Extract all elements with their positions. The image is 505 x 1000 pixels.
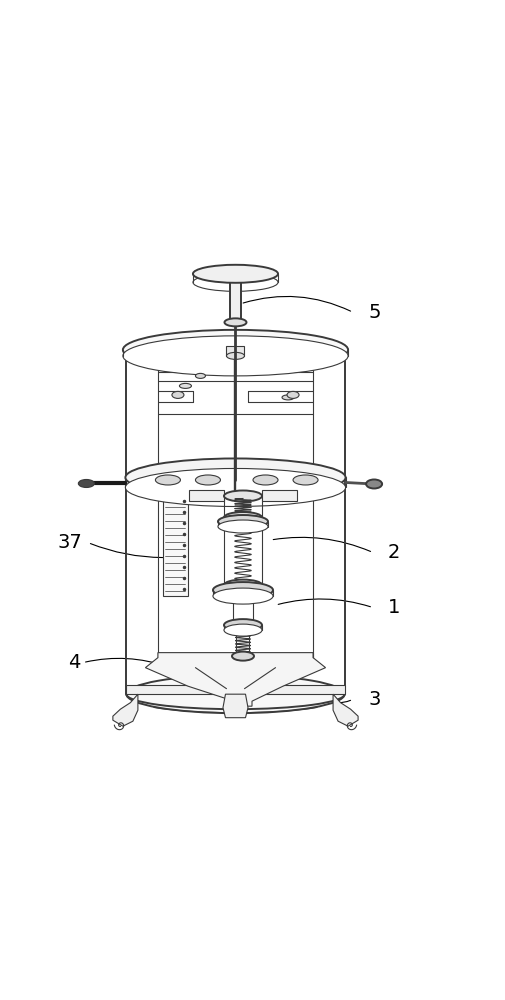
Bar xyxy=(226,346,244,356)
Ellipse shape xyxy=(125,468,345,507)
Ellipse shape xyxy=(292,475,318,485)
Polygon shape xyxy=(145,653,325,706)
Ellipse shape xyxy=(281,395,293,400)
Ellipse shape xyxy=(78,479,94,487)
Ellipse shape xyxy=(286,391,298,398)
Ellipse shape xyxy=(218,515,268,528)
Ellipse shape xyxy=(366,479,381,488)
Ellipse shape xyxy=(172,391,184,398)
Text: 5: 5 xyxy=(367,303,380,322)
Ellipse shape xyxy=(218,520,268,533)
Bar xyxy=(230,282,240,322)
Text: 4: 4 xyxy=(68,653,80,672)
Ellipse shape xyxy=(155,475,180,485)
Ellipse shape xyxy=(179,383,191,388)
Ellipse shape xyxy=(224,318,246,326)
Bar xyxy=(188,490,224,501)
Bar xyxy=(262,490,296,501)
Ellipse shape xyxy=(195,475,220,485)
Ellipse shape xyxy=(224,490,262,502)
Text: 2: 2 xyxy=(387,543,399,562)
Text: 1: 1 xyxy=(387,598,399,617)
Ellipse shape xyxy=(226,352,244,359)
Text: 37: 37 xyxy=(58,533,82,552)
Ellipse shape xyxy=(123,336,347,376)
Bar xyxy=(126,685,344,694)
Polygon shape xyxy=(332,694,358,726)
Polygon shape xyxy=(113,694,138,726)
Ellipse shape xyxy=(195,373,205,378)
Ellipse shape xyxy=(224,580,262,591)
Polygon shape xyxy=(223,694,247,718)
Ellipse shape xyxy=(231,652,254,661)
Ellipse shape xyxy=(192,273,277,291)
Ellipse shape xyxy=(213,582,273,598)
Ellipse shape xyxy=(125,458,345,496)
Bar xyxy=(163,495,187,596)
Ellipse shape xyxy=(126,675,344,713)
Ellipse shape xyxy=(252,475,277,485)
Text: 3: 3 xyxy=(367,690,380,709)
Ellipse shape xyxy=(192,265,277,283)
Ellipse shape xyxy=(224,624,262,636)
Ellipse shape xyxy=(224,619,262,631)
Ellipse shape xyxy=(123,330,347,370)
Ellipse shape xyxy=(213,588,273,604)
Ellipse shape xyxy=(224,512,262,523)
